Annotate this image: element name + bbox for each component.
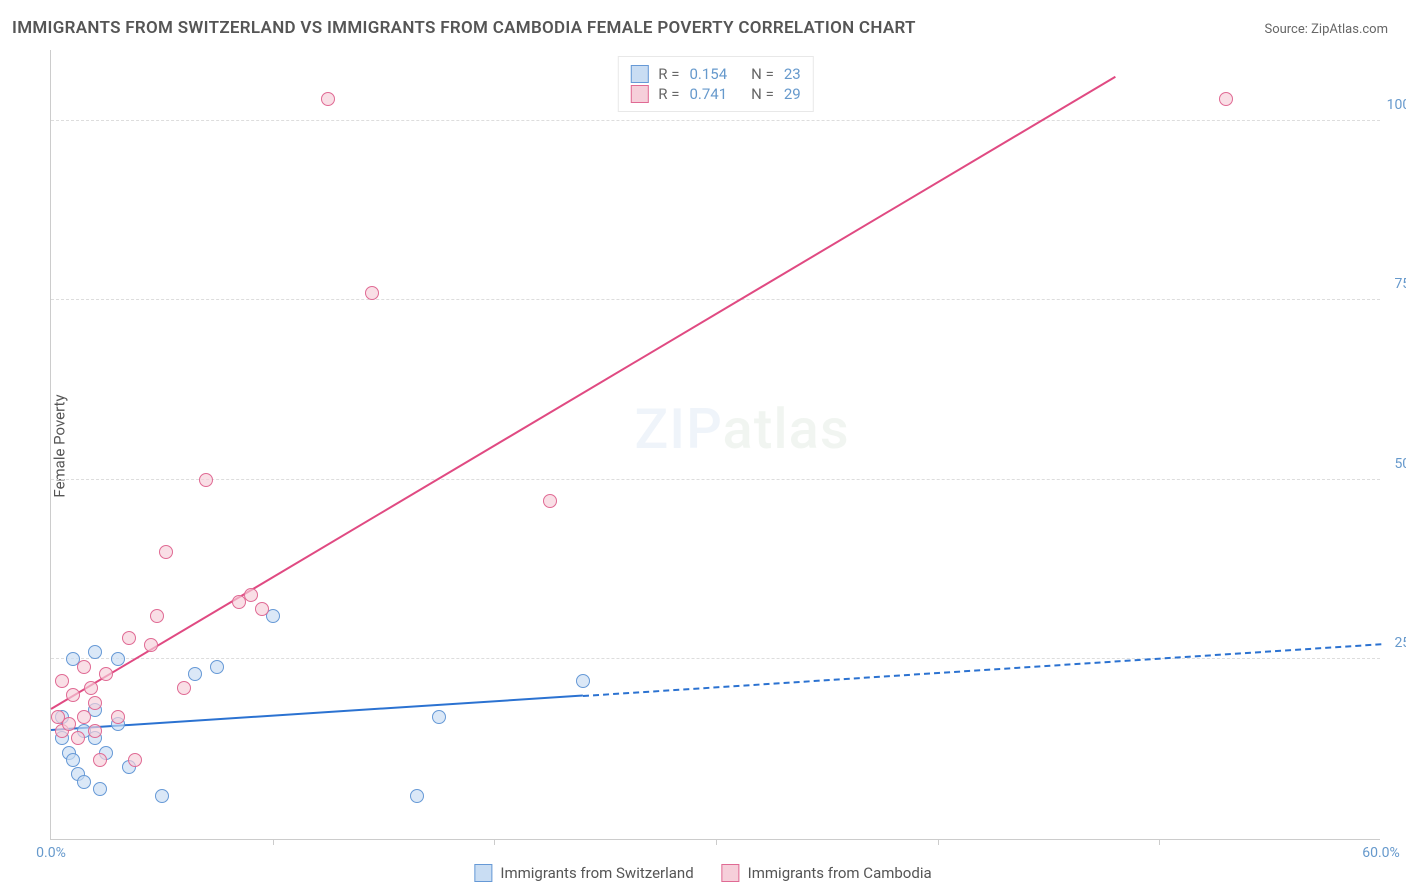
r-value-cambodia: 0.741: [689, 85, 727, 103]
r-label: R =: [658, 85, 679, 103]
cambodia-point: [77, 710, 91, 724]
y-tick-label: 50.0%: [1394, 456, 1406, 472]
r-value-switzerland: 0.154: [689, 65, 727, 83]
switzerland-point: [77, 775, 91, 789]
switzerland-point: [188, 667, 202, 681]
y-gridline: [51, 120, 1380, 121]
source-attribution: Source: ZipAtlas.com: [1264, 22, 1388, 37]
x-tick-label: 0.0%: [36, 845, 66, 861]
switzerland-point: [88, 645, 102, 659]
cambodia-point: [55, 674, 69, 688]
cambodia-point: [111, 710, 125, 724]
switzerland-point: [576, 674, 590, 688]
cambodia-point: [177, 681, 191, 695]
switzerland-trendline-extrapolated: [583, 643, 1381, 697]
cambodia-point: [365, 286, 379, 300]
legend-row-cambodia: R = 0.741 N = 29: [630, 85, 800, 103]
cambodia-point: [159, 545, 173, 559]
y-gridline: [51, 479, 1380, 480]
plot-area: ZIPatlas R =0.154N =23R =0.741N =29 25.0…: [50, 50, 1380, 840]
x-tick-mark: [494, 839, 495, 845]
y-gridline: [51, 658, 1380, 659]
legend-row-switzerland: R = 0.154 N = 23: [630, 65, 800, 83]
n-label: N =: [751, 65, 774, 83]
x-tick-label: 60.0%: [1362, 845, 1400, 861]
series-label-cambodia: Immigrants from Cambodia: [748, 864, 932, 882]
cambodia-point: [93, 753, 107, 767]
cambodia-point: [88, 696, 102, 710]
cambodia-point: [321, 92, 335, 106]
series-label-switzerland: Immigrants from Switzerland: [500, 864, 693, 882]
n-label: N =: [751, 85, 774, 103]
cambodia-point: [99, 667, 113, 681]
x-tick-mark: [716, 839, 717, 845]
cambodia-point: [150, 609, 164, 623]
switzerland-point: [432, 710, 446, 724]
switzerland-point: [410, 789, 424, 803]
chart-container: IMMIGRANTS FROM SWITZERLAND VS IMMIGRANT…: [0, 0, 1406, 892]
series-legend-item-cambodia: Immigrants from Cambodia: [722, 864, 932, 882]
switzerland-trendline: [51, 695, 583, 731]
series-swatch-cambodia: [722, 864, 740, 882]
switzerland-point: [155, 789, 169, 803]
y-gridline: [51, 299, 1380, 300]
cambodia-point: [128, 753, 142, 767]
legend-swatch-cambodia: [630, 85, 648, 103]
cambodia-point: [62, 717, 76, 731]
cambodia-point: [77, 660, 91, 674]
watermark: ZIPatlas: [634, 396, 849, 462]
series-legend-item-switzerland: Immigrants from Switzerland: [474, 864, 693, 882]
switzerland-point: [66, 753, 80, 767]
cambodia-point: [255, 602, 269, 616]
cambodia-point: [244, 588, 258, 602]
n-value-cambodia: 29: [784, 85, 801, 103]
x-tick-mark: [1159, 839, 1160, 845]
cambodia-point: [66, 688, 80, 702]
cambodia-trendline: [50, 76, 1115, 710]
cambodia-point: [71, 731, 85, 745]
cambodia-point: [88, 724, 102, 738]
cambodia-point: [84, 681, 98, 695]
series-legend: Immigrants from Switzerland Immigrants fr…: [474, 864, 931, 882]
n-value-switzerland: 23: [784, 65, 801, 83]
cambodia-point: [122, 631, 136, 645]
series-swatch-switzerland: [474, 864, 492, 882]
cambodia-point: [1219, 92, 1233, 106]
switzerland-point: [93, 782, 107, 796]
correlation-legend: R = 0.154 N = 23 R = 0.741 N = 29: [617, 56, 813, 112]
legend-swatch-switzerland: [630, 65, 648, 83]
cambodia-point: [543, 494, 557, 508]
switzerland-point: [210, 660, 224, 674]
r-label: R =: [658, 65, 679, 83]
cambodia-point: [199, 473, 213, 487]
y-tick-label: 100.0%: [1387, 97, 1406, 113]
cambodia-point: [144, 638, 158, 652]
y-tick-label: 25.0%: [1394, 635, 1406, 651]
x-tick-mark: [273, 839, 274, 845]
x-tick-mark: [938, 839, 939, 845]
y-tick-label: 75.0%: [1394, 276, 1406, 292]
chart-title: IMMIGRANTS FROM SWITZERLAND VS IMMIGRANT…: [12, 18, 916, 38]
